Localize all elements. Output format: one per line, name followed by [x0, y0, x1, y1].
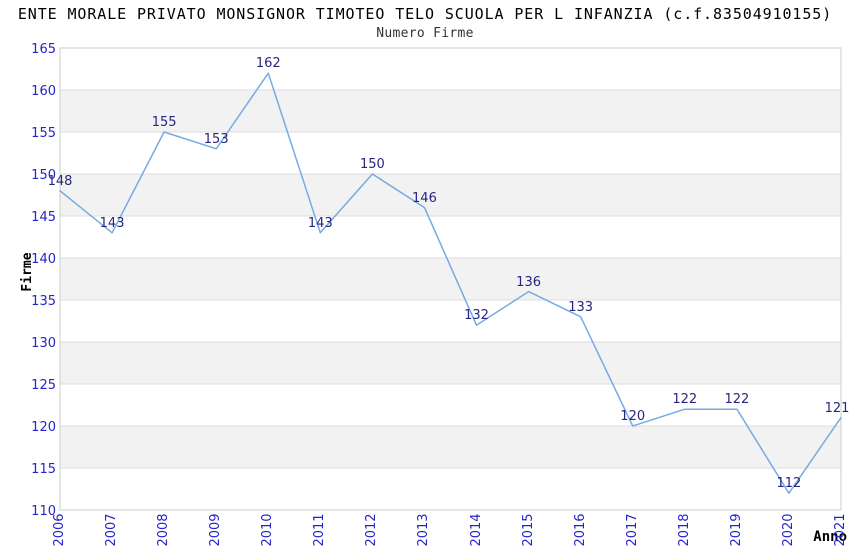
x-tick-label: 2011: [312, 513, 328, 547]
chart-title: ENTE MORALE PRIVATO MONSIGNOR TIMOTEO TE…: [17, 5, 833, 23]
data-point-label: 122: [724, 392, 750, 408]
data-point-label: 122: [672, 392, 698, 408]
data-point-label: 136: [516, 274, 542, 290]
y-tick-label: 165: [31, 42, 56, 57]
x-tick-label: 2019: [728, 513, 744, 547]
y-tick-label: 120: [31, 420, 56, 435]
y-tick-label: 110: [31, 504, 56, 519]
y-tick-label: 125: [31, 378, 56, 393]
data-point-label: 121: [824, 400, 850, 416]
grid-band: [60, 174, 841, 216]
y-tick-label: 155: [31, 126, 56, 141]
grid-band: [60, 258, 841, 300]
y-tick-label: 145: [31, 210, 56, 225]
y-tick-label: 140: [31, 252, 56, 267]
grid-band: [60, 342, 841, 384]
y-tick-label: 150: [31, 168, 56, 183]
x-tick-label: 2013: [416, 513, 432, 547]
x-tick-label: 2021: [833, 513, 848, 547]
y-tick-label: 135: [31, 294, 56, 309]
y-tick-label: 130: [31, 336, 56, 351]
data-point-label: 143: [99, 215, 125, 231]
x-tick-label: 2018: [676, 513, 692, 547]
data-point-label: 143: [307, 215, 333, 231]
x-tick-label: 2012: [364, 513, 380, 547]
grid-band: [60, 90, 841, 132]
data-line: [59, 72, 842, 494]
y-tick-label: 115: [31, 462, 56, 477]
x-tick-label: 2014: [468, 513, 484, 547]
data-point-label: 162: [255, 56, 281, 72]
x-tick-label: 2010: [260, 513, 276, 547]
data-point-label: 133: [568, 299, 594, 315]
grid-band: [60, 426, 841, 468]
data-point-label: 153: [203, 131, 229, 147]
x-tick-label: 2016: [572, 513, 588, 547]
data-point-label: 150: [359, 157, 385, 172]
x-tick-label: 2008: [156, 513, 172, 547]
y-tick-label: 160: [31, 84, 56, 99]
x-tick-label: 2006: [52, 513, 67, 547]
x-tick-label: 2007: [104, 513, 120, 547]
x-tick-label: 2015: [520, 513, 536, 547]
data-point-label: 132: [464, 308, 489, 324]
data-point-label: 112: [776, 476, 802, 492]
data-point-label: 120: [620, 409, 646, 424]
chart-subtitle: Numero Firme: [376, 26, 474, 41]
x-tick-label: 2020: [780, 513, 796, 547]
x-axis-title: Anno: [813, 529, 847, 545]
x-tick-label: 2017: [624, 513, 640, 547]
data-point-label: 148: [47, 173, 73, 189]
data-point-label: 146: [412, 190, 437, 206]
data-point-label: 155: [151, 115, 177, 130]
x-tick-label: 2009: [208, 513, 224, 547]
plot-border: [59, 47, 842, 511]
